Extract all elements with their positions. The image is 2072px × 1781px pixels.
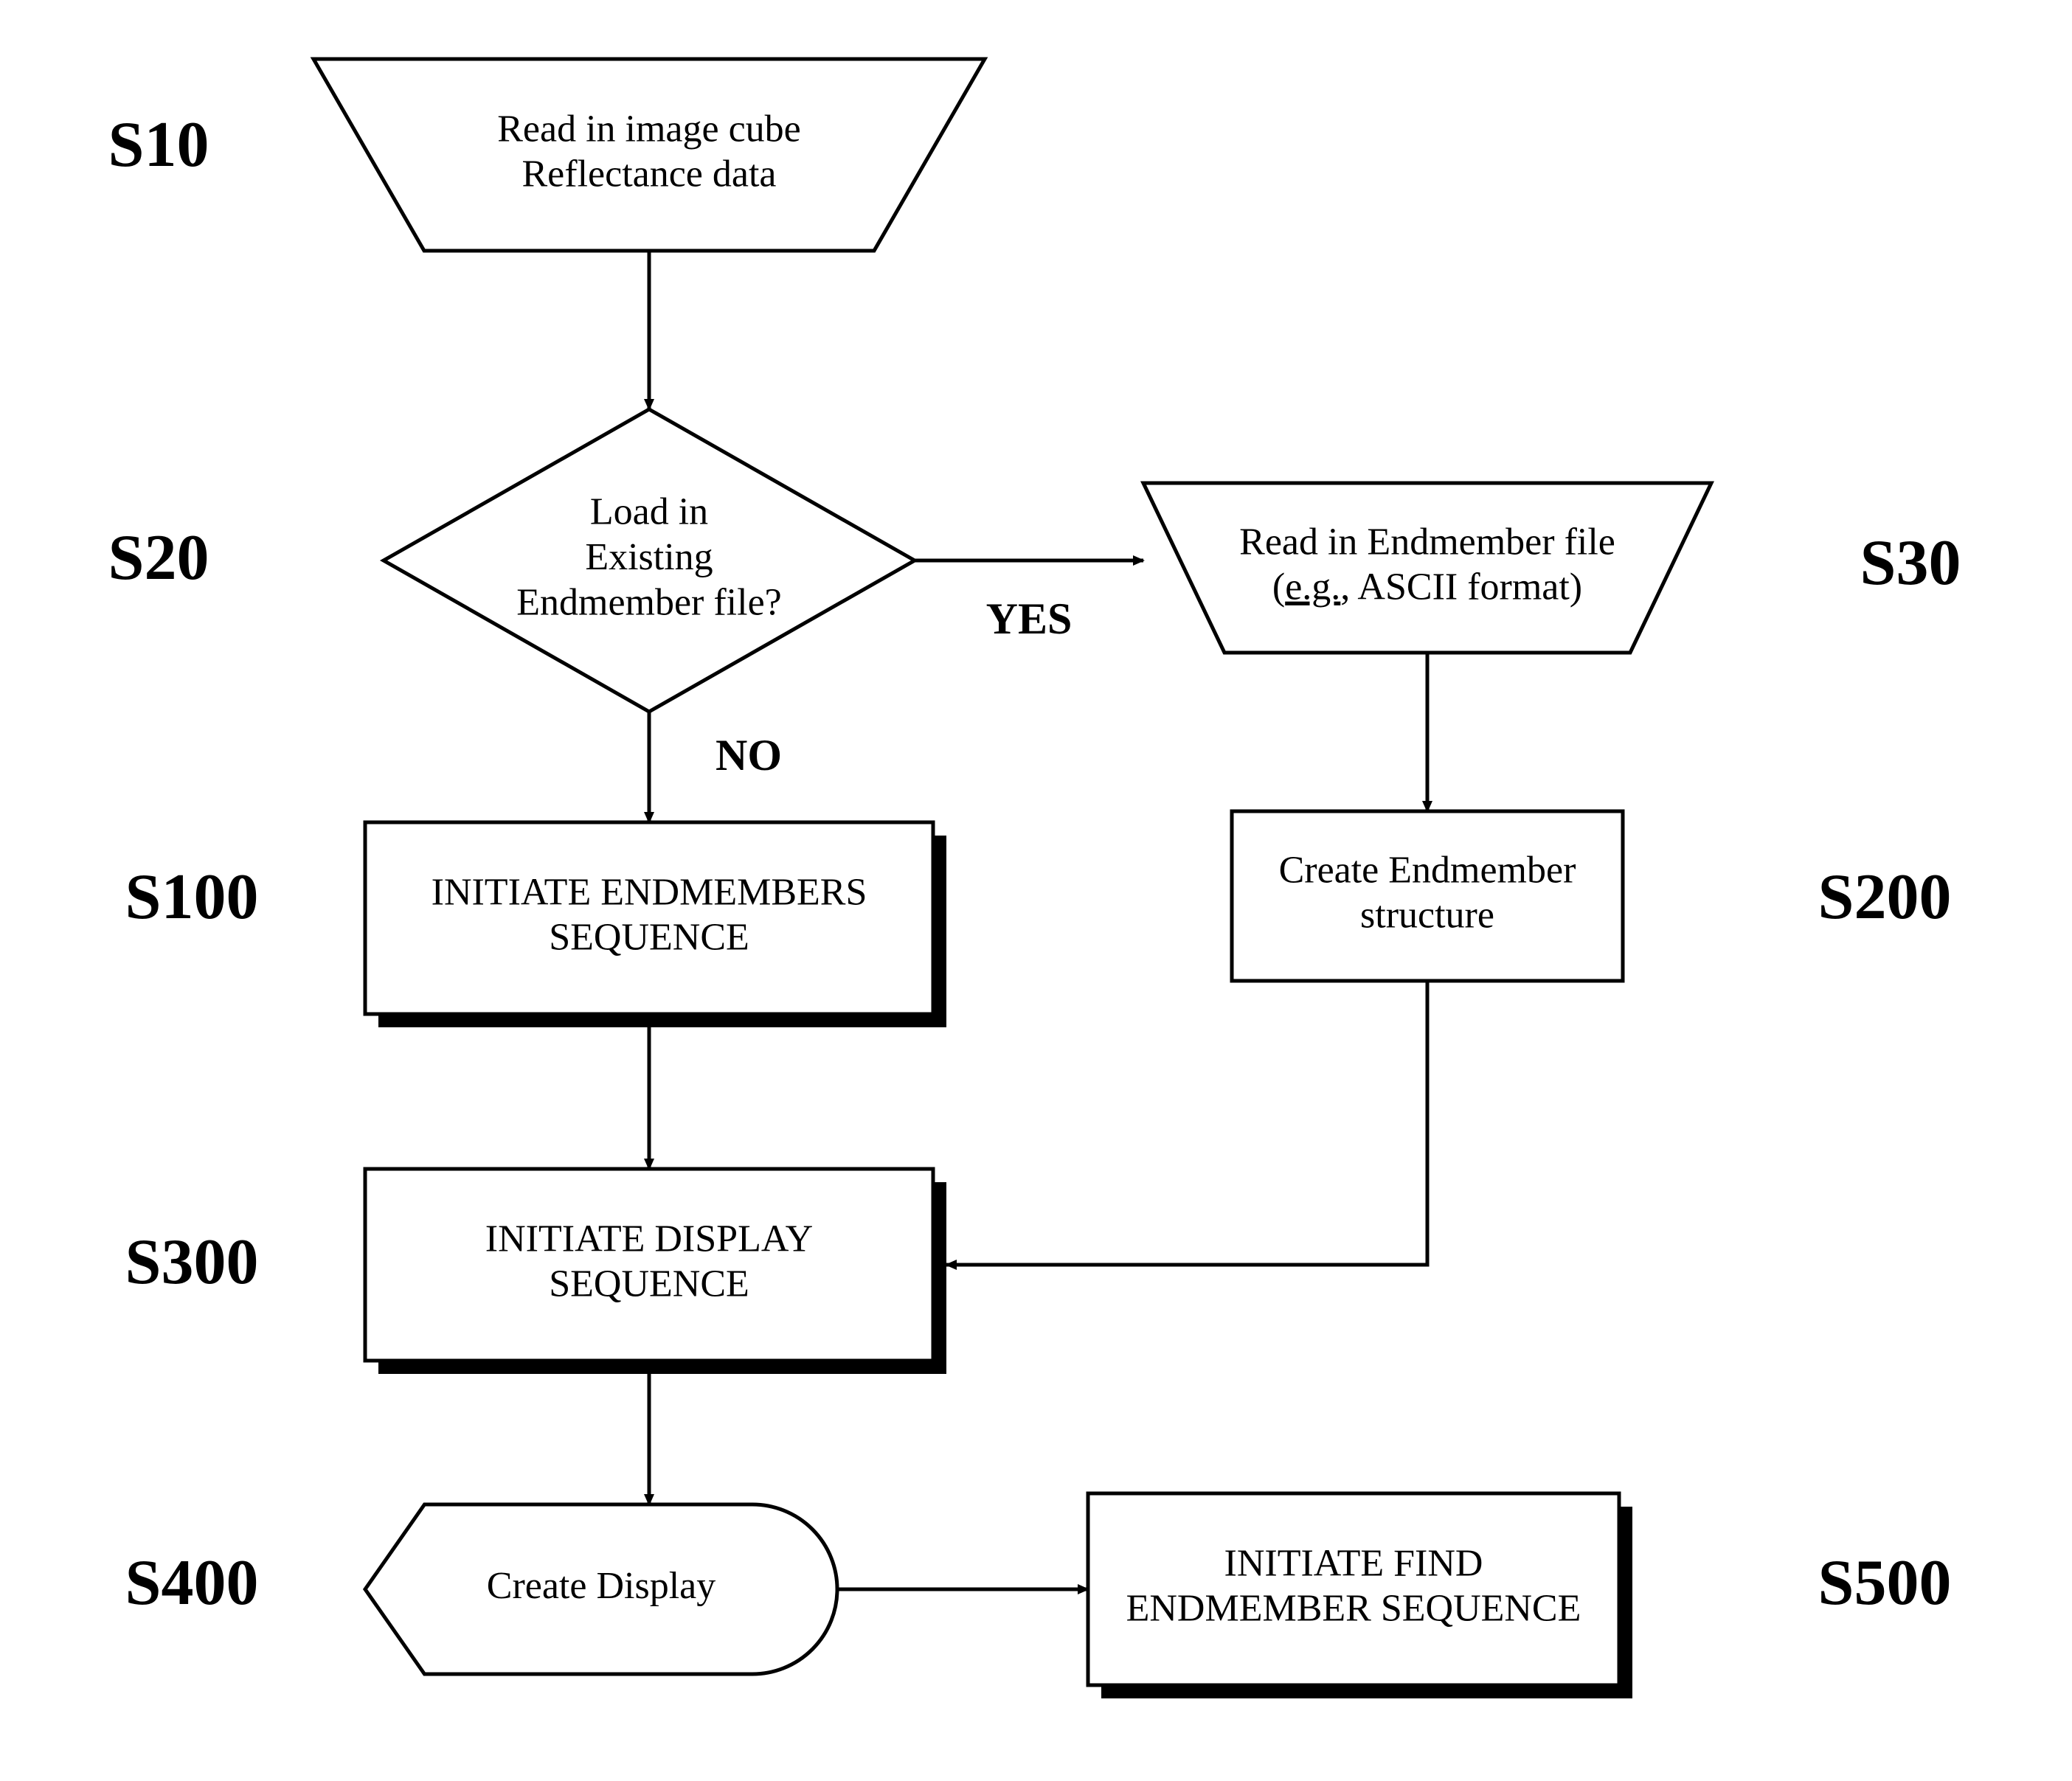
svg-text:structure: structure [1360, 895, 1494, 937]
svg-text:(e.g., ASCII format): (e.g., ASCII format) [1272, 566, 1582, 608]
svg-text:Read in image cube: Read in image cube [497, 108, 801, 150]
node-s400: Create Display [365, 1504, 837, 1674]
node-s10: Read in image cubeReflectance data [313, 59, 985, 251]
svg-text:SEQUENCE: SEQUENCE [549, 917, 749, 959]
edge-label-s20-s100: NO [716, 731, 782, 780]
edge-s200-s300 [946, 981, 1427, 1265]
node-s500: INITIATE FINDENDMEMBER SEQUENCE [1088, 1493, 1632, 1698]
ref-s300: S300 [125, 1226, 259, 1298]
svg-text:Reflectance data: Reflectance data [522, 153, 777, 195]
svg-text:Endmember file?: Endmember file? [516, 581, 782, 623]
svg-text:Create Display: Create Display [487, 1565, 716, 1607]
svg-text:ENDMEMBER SEQUENCE: ENDMEMBER SEQUENCE [1126, 1588, 1581, 1630]
ref-s200: S200 [1818, 861, 1952, 933]
svg-text:INITIATE DISPLAY: INITIATE DISPLAY [485, 1218, 813, 1260]
edge-label-s20-s30: YES [986, 594, 1073, 643]
node-s30: Read in Endmember file(e.g., ASCII forma… [1143, 483, 1711, 653]
node-s100: INITIATE ENDMEMBERSSEQUENCE [365, 822, 946, 1027]
ref-s30: S30 [1860, 527, 1961, 599]
svg-text:Existing: Existing [585, 536, 713, 578]
ref-s100: S100 [125, 861, 259, 933]
svg-text:SEQUENCE: SEQUENCE [549, 1263, 749, 1305]
node-s20: Load inExistingEndmember file? [384, 409, 915, 712]
svg-text:Read in Endmember file: Read in Endmember file [1239, 521, 1615, 563]
ref-s10: S10 [108, 109, 209, 181]
node-s200: Create Endmemberstructure [1232, 811, 1623, 981]
ref-s400: S400 [125, 1547, 259, 1619]
ref-s500: S500 [1818, 1547, 1952, 1619]
svg-text:INITIATE ENDMEMBERS: INITIATE ENDMEMBERS [432, 871, 867, 913]
svg-text:Load in: Load in [590, 491, 708, 533]
node-s300: INITIATE DISPLAYSEQUENCE [365, 1169, 946, 1374]
svg-text:Create Endmember: Create Endmember [1279, 849, 1576, 891]
ref-s20: S20 [108, 522, 209, 594]
svg-text:INITIATE FIND: INITIATE FIND [1224, 1542, 1483, 1584]
